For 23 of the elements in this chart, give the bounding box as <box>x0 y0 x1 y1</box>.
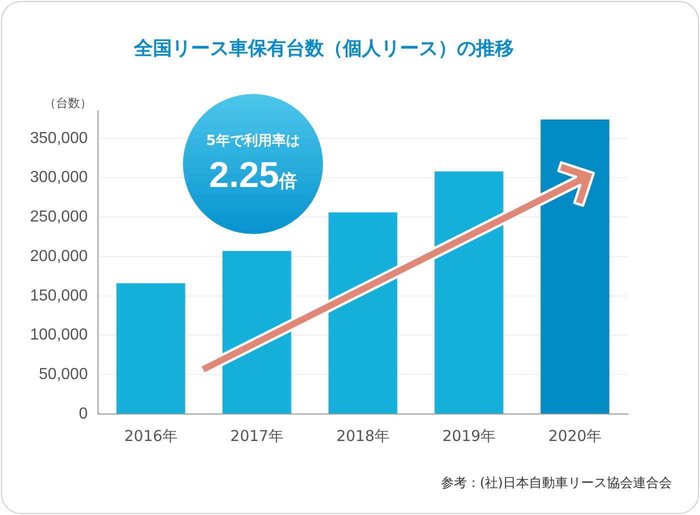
y-tick-label: 200,000 <box>30 248 88 265</box>
text: 参考：(社)日本自動車リース協会連合会 <box>440 476 672 491</box>
y-tick-label: 50,000 <box>38 366 88 384</box>
bar <box>222 250 292 414</box>
y-tick-label: 150,000 <box>30 287 88 304</box>
x-tick-label: 2017年 <box>230 426 284 445</box>
annotation: 2.25倍 <box>208 154 298 196</box>
y-tick-label: 250,000 <box>30 208 88 226</box>
bar <box>328 212 398 414</box>
y-tick-label: 0 <box>78 405 88 422</box>
x-tick-label: 2016年 <box>124 426 178 445</box>
y-tick-label: 350,000 <box>30 130 88 147</box>
bar <box>434 171 504 414</box>
x-tick-label: 2018年 <box>336 426 390 445</box>
y-tick-label: 300,000 <box>30 169 88 186</box>
y-tick-label: 100,000 <box>30 326 88 344</box>
chart-title: 全国リース車保有台数（個人リース）の推移 <box>133 37 514 60</box>
annotation: 5年で利用率は <box>205 132 301 150</box>
bar <box>540 119 610 414</box>
y-axis-title: （台数） <box>44 96 92 110</box>
x-tick-label: 2019年 <box>442 426 496 445</box>
x-tick-label: 2020年 <box>548 426 602 445</box>
bar <box>116 283 186 414</box>
